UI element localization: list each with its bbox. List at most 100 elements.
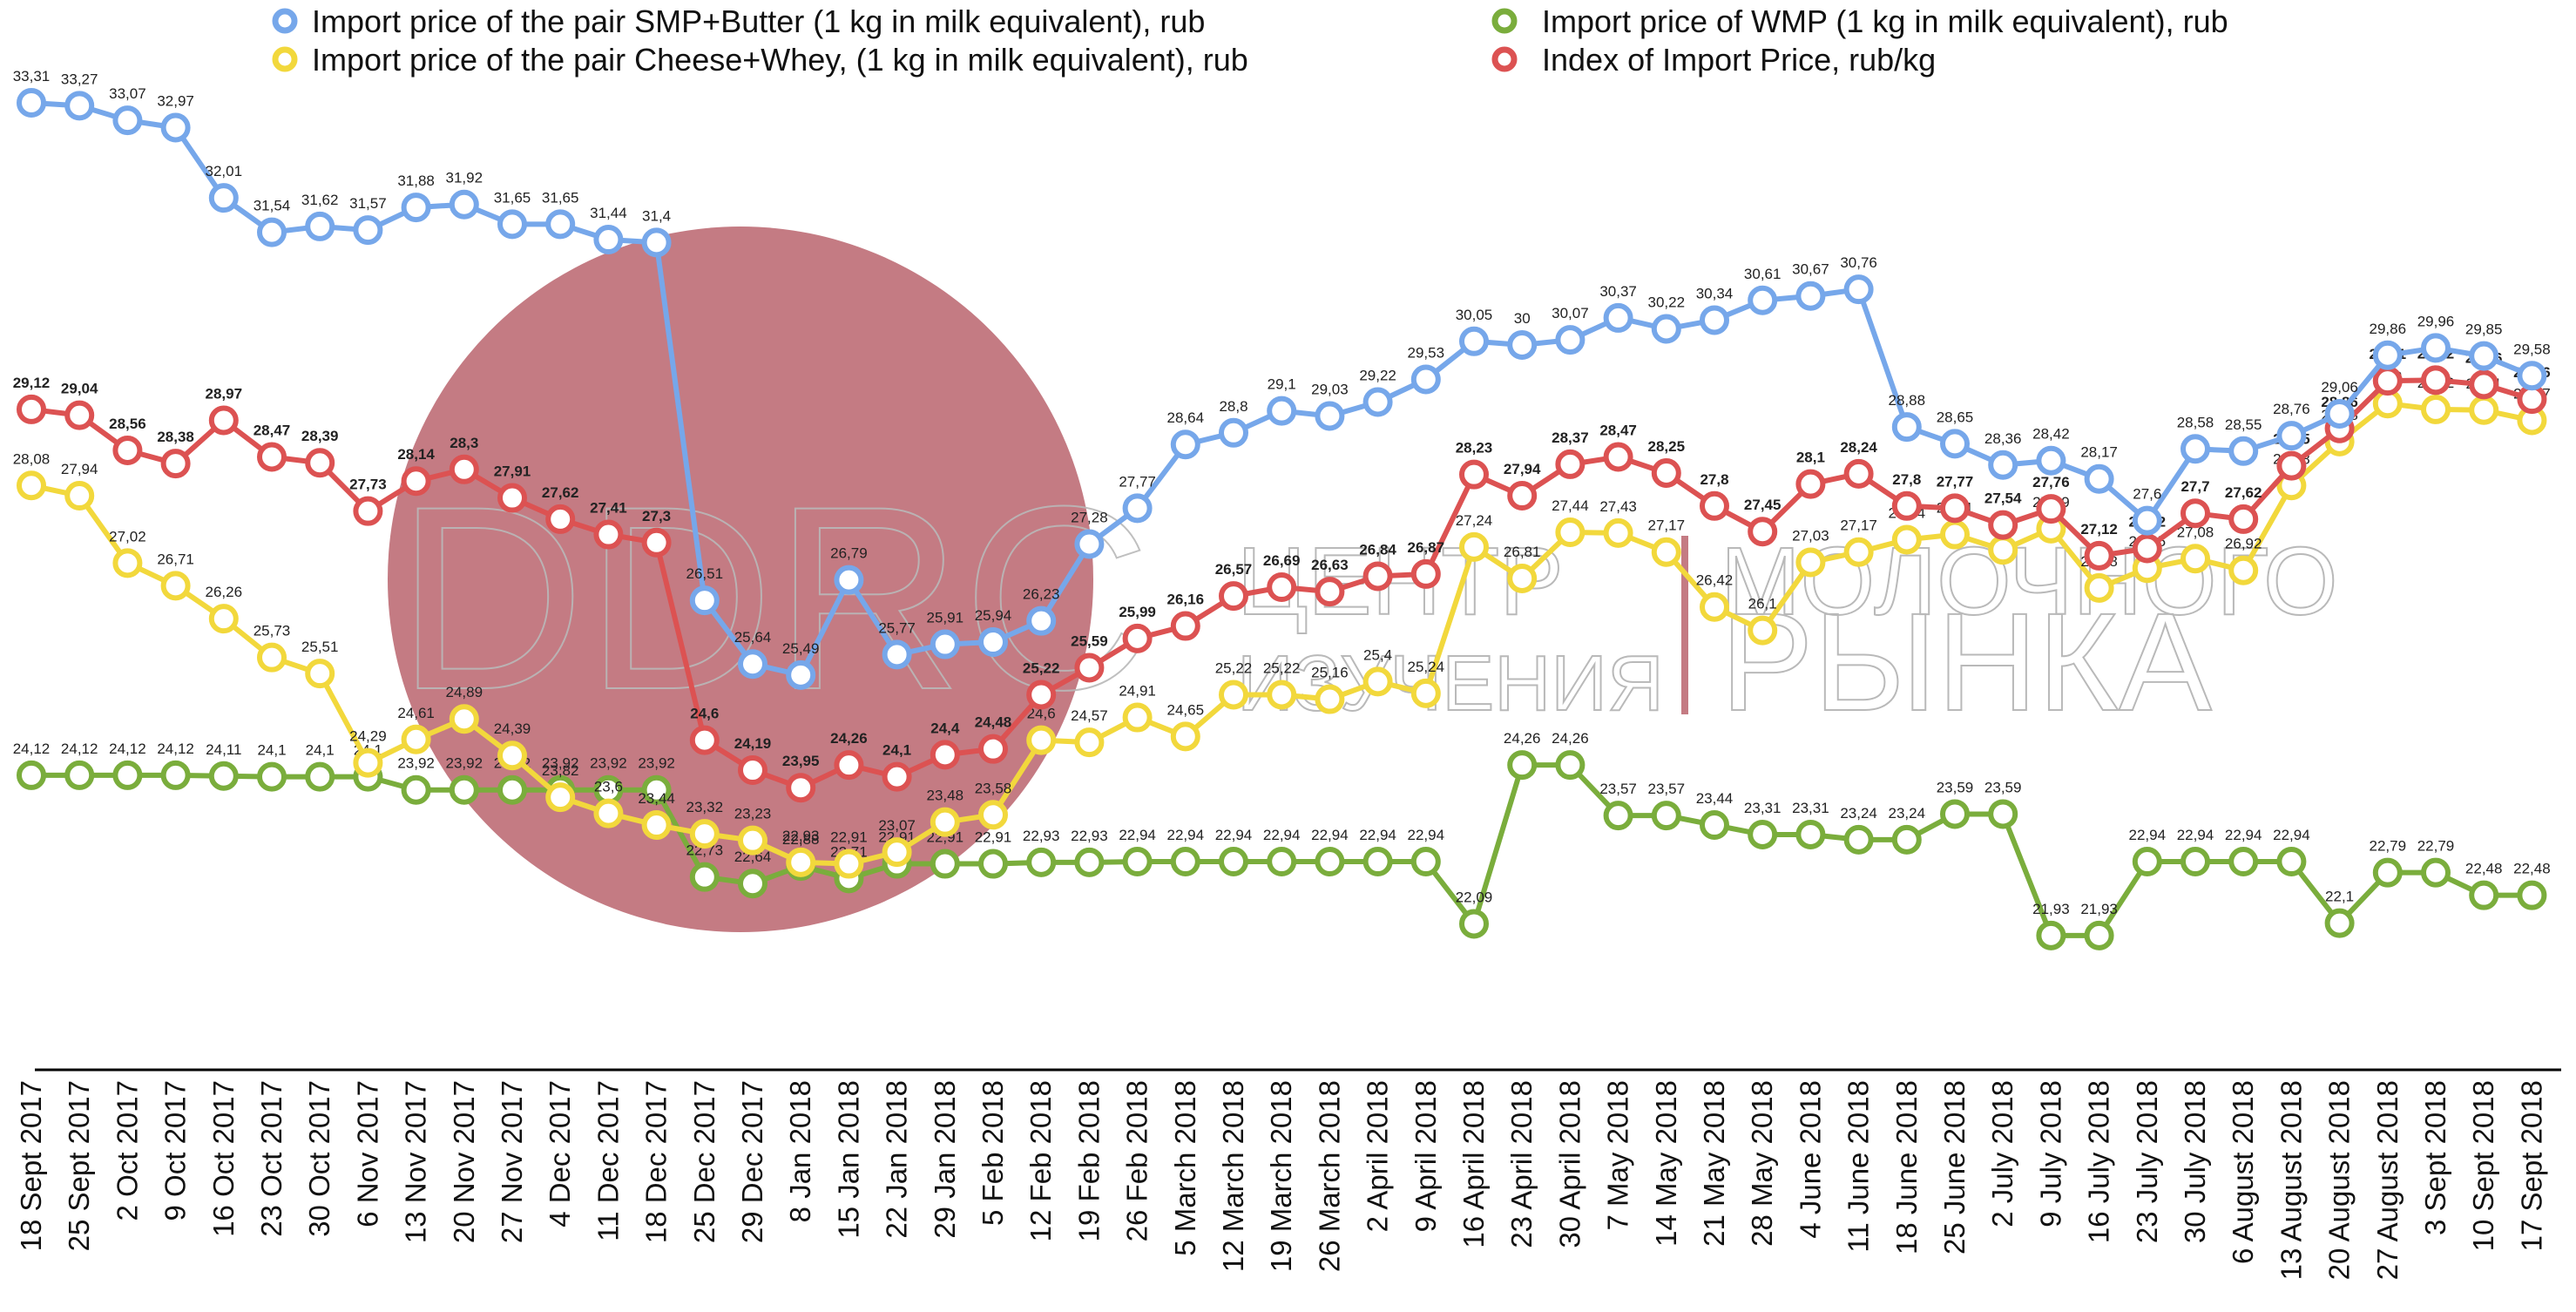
data-label: 26,71: [157, 551, 194, 567]
data-point: [1651, 537, 1681, 567]
data-label: 27,94: [1504, 461, 1541, 477]
x-tick-label: 16 Oct 2017: [207, 1080, 240, 1237]
data-label: 23,6: [594, 779, 623, 795]
data-label: 32,01: [206, 163, 243, 179]
data-point: [1410, 558, 1441, 589]
data-label: 30,22: [1648, 294, 1686, 311]
data-point: [17, 470, 46, 501]
data-label: 24,6: [690, 706, 719, 722]
data-label: 30,05: [1456, 307, 1493, 323]
data-point: [257, 442, 287, 472]
data-point: [1026, 847, 1057, 877]
data-label: 22,94: [1359, 827, 1396, 843]
x-tick-label: 23 April 2018: [1505, 1080, 1538, 1248]
x-tick-label: 2 April 2018: [1362, 1080, 1394, 1232]
data-point: [2036, 445, 2066, 476]
data-point: [834, 849, 864, 879]
data-point: [1507, 750, 1538, 781]
data-label: 31,65: [494, 189, 531, 206]
data-label: 30,67: [1792, 261, 1829, 278]
data-label: 26,23: [1023, 586, 1060, 603]
data-label: 28,55: [2225, 416, 2262, 433]
data-label: 27,41: [590, 500, 627, 517]
data-point: [786, 659, 816, 690]
data-point: [641, 527, 672, 558]
data-point: [401, 466, 431, 497]
data-label: 24,29: [349, 728, 387, 745]
data-point: [1219, 417, 1248, 448]
data-point: [1795, 281, 1826, 311]
data-point: [1891, 412, 1922, 443]
data-label: 28,39: [301, 428, 339, 444]
data-label: 29,58: [2513, 341, 2551, 357]
data-label: 33,27: [61, 71, 98, 87]
x-tick-label: 20 August 2018: [2323, 1080, 2356, 1280]
data-point: [593, 798, 624, 828]
data-label: 22,94: [1263, 827, 1301, 843]
data-point: [1700, 592, 1729, 622]
data-label: 31,57: [349, 195, 387, 212]
data-label: 29,03: [1311, 381, 1349, 397]
data-point: [545, 209, 576, 240]
data-label: 23,23: [734, 806, 772, 822]
data-label: 24,26: [1552, 730, 1589, 747]
data-point: [1362, 387, 1393, 417]
data-label: 21,93: [2032, 901, 2070, 917]
data-point: [17, 87, 46, 118]
data-label: 23,95: [782, 753, 820, 769]
data-label: 23,92: [397, 755, 435, 772]
data-point: [160, 760, 191, 790]
data-point: [1026, 605, 1057, 636]
data-point: [1315, 847, 1345, 877]
data-point: [1700, 305, 1729, 335]
data-label: 22,91: [830, 829, 868, 846]
data-point: [1459, 459, 1489, 490]
x-tick-label: 21 May 2018: [1698, 1080, 1730, 1247]
x-tick-label: 3 Sept 2018: [2419, 1080, 2451, 1235]
data-point: [1410, 847, 1441, 877]
data-point: [882, 639, 912, 670]
data-label: 29,22: [1359, 368, 1396, 384]
data-point: [401, 774, 431, 805]
data-point: [1362, 666, 1393, 697]
data-label: 24,57: [1071, 707, 1108, 724]
data-point: [160, 112, 191, 143]
watermark-brand-line-4: РЫНКА: [1721, 584, 2212, 740]
data-label: 29,12: [13, 375, 51, 391]
x-tick-label: 10 Sept 2018: [2467, 1080, 2499, 1251]
data-point: [1843, 274, 1874, 305]
data-point: [1795, 547, 1826, 578]
x-tick-label: 25 June 2018: [1938, 1080, 1971, 1255]
data-point: [305, 211, 335, 241]
x-tick-label: 25 Dec 2017: [688, 1080, 720, 1243]
data-point: [2180, 544, 2210, 574]
data-label: 22,88: [782, 831, 820, 848]
data-point: [1170, 611, 1200, 641]
x-tick-label: 16 April 2018: [1457, 1080, 1490, 1248]
data-label: 27,43: [1599, 498, 1637, 515]
x-tick-label: 9 April 2018: [1410, 1080, 1442, 1232]
data-point: [112, 548, 143, 578]
data-label: 25,64: [734, 629, 772, 646]
data-point: [2372, 366, 2403, 396]
data-label: 27,6: [2133, 486, 2161, 503]
data-label: 22,94: [1408, 827, 1445, 843]
data-point: [1555, 325, 1585, 355]
data-point: [2372, 340, 2403, 370]
legend-marker-smp-butter: [272, 8, 298, 34]
data-point: [738, 825, 767, 856]
data-label: 22,94: [1311, 827, 1349, 843]
data-point: [2084, 540, 2114, 571]
data-point: [2421, 857, 2451, 888]
x-tick-label: 11 Dec 2017: [592, 1080, 624, 1241]
data-label: 31,88: [397, 172, 435, 189]
data-point: [930, 629, 960, 659]
data-point: [689, 585, 720, 616]
data-label: 25,22: [1215, 660, 1253, 677]
data-label: 23,57: [1599, 781, 1637, 797]
x-tick-label: 30 July 2018: [2179, 1080, 2211, 1243]
data-label: 28,47: [1599, 423, 1637, 439]
data-label: 32,97: [157, 93, 194, 110]
data-label: 25,49: [782, 640, 820, 657]
data-point: [17, 394, 46, 424]
